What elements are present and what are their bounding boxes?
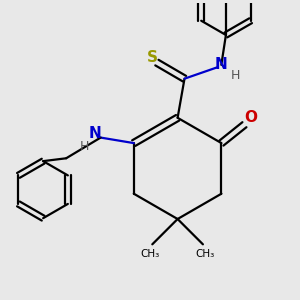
Text: H: H [80,140,89,153]
Text: S: S [147,50,158,64]
Text: H: H [230,69,240,82]
Text: CH₃: CH₃ [140,249,160,260]
Text: CH₃: CH₃ [196,249,215,260]
Text: N: N [215,57,228,72]
Text: O: O [244,110,257,125]
Text: N: N [89,126,101,141]
